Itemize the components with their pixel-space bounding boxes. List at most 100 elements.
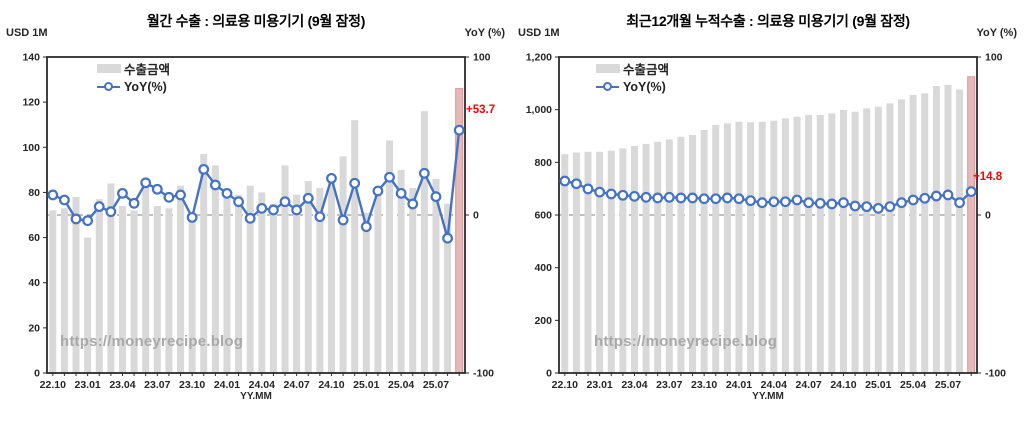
yoy-marker bbox=[930, 190, 942, 202]
legend: 수출금액 YoY(%) bbox=[97, 60, 170, 95]
yoy-marker bbox=[337, 214, 349, 226]
bar-highlighted bbox=[967, 76, 976, 374]
x-axis-tick-label: 24.10 bbox=[318, 379, 344, 391]
yoy-marker bbox=[209, 179, 221, 191]
yoy-marker bbox=[605, 188, 617, 200]
bar bbox=[269, 203, 277, 373]
bar bbox=[584, 151, 592, 373]
bar bbox=[805, 114, 813, 373]
yoy-marker bbox=[791, 194, 803, 206]
bar bbox=[362, 212, 370, 373]
x-axis-tick-label: 23.04 bbox=[109, 379, 135, 391]
chart-title: 최근12개월 누적수출 : 의료용 미용기기 (9월 잠정) bbox=[626, 13, 910, 29]
bar bbox=[235, 194, 243, 373]
yoy-marker bbox=[151, 183, 163, 195]
watermark: https://moneyrecipe.blog bbox=[594, 333, 778, 350]
yoy-marker bbox=[279, 196, 291, 208]
line-marker-swatch-icon bbox=[596, 81, 619, 92]
legend-label: 수출금액 bbox=[623, 63, 670, 77]
legend-item-export-amount: 수출금액 bbox=[596, 60, 669, 77]
yoy-marker bbox=[942, 189, 954, 201]
left-axis-unit-label: USD 1M bbox=[6, 27, 48, 39]
yoy-marker bbox=[198, 163, 210, 175]
x-axis-tick-label: 25.04 bbox=[388, 379, 414, 391]
bar bbox=[863, 108, 871, 373]
yoy-marker bbox=[175, 189, 186, 201]
bar bbox=[188, 217, 196, 373]
yoy-marker bbox=[453, 124, 465, 136]
cumulative-export-chart-panel: 최근12개월 누적수출 : 의료용 미용기기 (9월 잠정) USD 1M Yo… bbox=[512, 0, 1024, 435]
bar-swatch-icon bbox=[596, 64, 620, 73]
yoy-marker bbox=[268, 204, 279, 216]
bar bbox=[689, 134, 697, 373]
bar bbox=[211, 165, 219, 373]
yoy-marker bbox=[721, 192, 733, 204]
bar bbox=[293, 194, 301, 373]
bar bbox=[851, 111, 859, 374]
bar bbox=[619, 148, 627, 373]
line-marker-swatch-icon bbox=[97, 81, 120, 92]
yoy-marker bbox=[571, 178, 582, 190]
yoy-marker bbox=[349, 177, 361, 189]
yoy-marker bbox=[128, 197, 140, 209]
bar bbox=[665, 139, 673, 373]
bar bbox=[72, 196, 80, 373]
bar bbox=[397, 169, 405, 373]
bar bbox=[677, 136, 685, 373]
bar bbox=[700, 129, 708, 373]
yoy-marker bbox=[70, 213, 82, 225]
bar bbox=[909, 94, 917, 374]
chart-plot: 0 200 400 600 800 1,000 1,200 100 0 -100 22.10 23.0… bbox=[526, 52, 1006, 392]
y-axis-tick-label: 0 bbox=[34, 368, 40, 380]
bar bbox=[630, 146, 638, 373]
bar bbox=[735, 121, 743, 373]
bar bbox=[444, 203, 452, 373]
yoy-marker bbox=[233, 196, 244, 208]
bar bbox=[118, 205, 126, 373]
bar bbox=[153, 205, 161, 373]
y-axis-tick-label: 1,000 bbox=[526, 104, 552, 116]
y-axis-tick-label: 0 bbox=[546, 368, 552, 380]
bar bbox=[607, 150, 615, 373]
y-axis-tick-label: 100 bbox=[22, 142, 40, 154]
x-axis-tick-label: 23.10 bbox=[691, 379, 717, 391]
bar bbox=[886, 103, 894, 373]
bar bbox=[107, 183, 115, 373]
bar bbox=[142, 181, 150, 373]
bar bbox=[351, 120, 359, 373]
right-axis-tick-label: -100 bbox=[473, 368, 494, 380]
bar bbox=[386, 140, 394, 373]
bar bbox=[793, 116, 801, 373]
last-value-annotation: +14.8 bbox=[973, 171, 1003, 183]
bar bbox=[944, 84, 952, 373]
yoy-marker bbox=[291, 204, 303, 216]
yoy-marker bbox=[372, 185, 384, 197]
yoy-marker bbox=[872, 202, 884, 214]
yoy-marker bbox=[640, 191, 652, 203]
yoy-marker bbox=[919, 192, 931, 204]
bar-swatch-icon bbox=[97, 64, 121, 73]
yoy-marker bbox=[675, 192, 687, 204]
y-axis-tick-label: 80 bbox=[28, 187, 40, 199]
bar bbox=[723, 123, 731, 373]
yoy-marker bbox=[302, 192, 314, 204]
yoy-marker bbox=[418, 167, 430, 179]
yoy-marker bbox=[314, 211, 326, 223]
legend-item-export-amount: 수출금액 bbox=[97, 60, 170, 77]
y-axis-tick-label: 40 bbox=[28, 277, 40, 289]
bar bbox=[898, 99, 906, 373]
x-axis-tick-label: 23.07 bbox=[656, 379, 682, 391]
yoy-marker bbox=[663, 191, 675, 203]
y-axis-tick-label: 20 bbox=[28, 322, 40, 334]
yoy-marker bbox=[105, 206, 117, 218]
x-axis-tick-label: 24.04 bbox=[249, 379, 275, 391]
last-value-annotation: +53.7 bbox=[466, 104, 496, 116]
y-axis-tick-label: 400 bbox=[534, 262, 552, 274]
y-axis-tick-label: 60 bbox=[28, 232, 40, 244]
bar bbox=[130, 210, 138, 373]
bar bbox=[409, 187, 417, 373]
bar bbox=[49, 210, 57, 373]
yoy-marker bbox=[93, 201, 105, 213]
bar bbox=[816, 114, 824, 373]
yoy-marker bbox=[221, 187, 233, 199]
